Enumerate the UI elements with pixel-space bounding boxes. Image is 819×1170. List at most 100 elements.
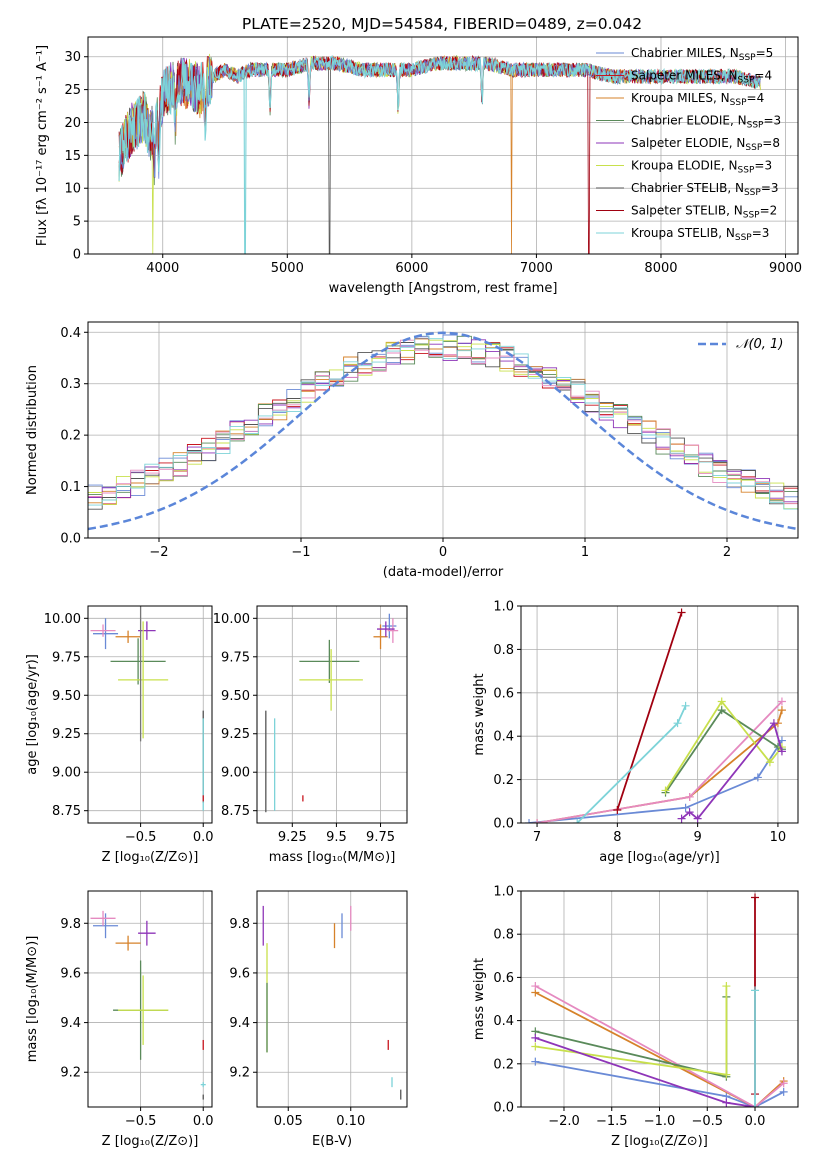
x-tick-label: 4000 — [146, 261, 179, 276]
x-tick-label: 9 — [693, 830, 701, 845]
weight-point-marker — [779, 1079, 788, 1088]
weight-point-marker — [753, 773, 762, 782]
x-tick-label: 0.0 — [193, 830, 214, 845]
weight-series-line — [536, 709, 783, 823]
weight-series-line — [681, 721, 783, 820]
weight-series-line — [535, 1037, 756, 1107]
x-tick-label: −0.5 — [691, 1114, 723, 1129]
plot-area — [118, 53, 761, 254]
y-tick-label: 10.00 — [213, 612, 250, 627]
gridlines — [521, 890, 798, 1108]
x-tick-label: 7 — [533, 830, 541, 845]
y-axis-label: mass [log₁₀(M/M⊙)] — [25, 936, 40, 1063]
weight-series-line — [616, 612, 683, 811]
weight-point-marker — [722, 982, 731, 991]
weight-point-marker — [533, 819, 542, 823]
y-tick-label: 9.75 — [221, 650, 250, 665]
y-tick-label: 9.4 — [60, 1016, 81, 1031]
plot-area — [90, 910, 206, 1100]
legend-label: Chabrier STELIB, NSSP=3 — [631, 181, 779, 198]
weight-point-marker — [693, 814, 702, 823]
x-tick-label: −1 — [291, 545, 310, 560]
x-tick-label: −0.5 — [125, 1114, 157, 1129]
weight-point-marker — [661, 786, 670, 795]
y-tick-label: 8.75 — [221, 804, 250, 819]
legend-label: Kroupa ELODIE, NSSP=3 — [631, 159, 772, 176]
weight-series-line — [664, 708, 783, 794]
y-tick-label: 1.0 — [493, 600, 514, 615]
legend: Chabrier MILES, NSSP=5 Salpeter MILES, NS… — [596, 46, 781, 243]
weight-point-marker — [685, 792, 694, 801]
x-tick-label: 8 — [613, 830, 621, 845]
weight-point-marker — [685, 808, 694, 817]
y-tick-label: 0.8 — [493, 643, 514, 658]
y-tick-label: 9.6 — [60, 966, 81, 981]
weight-point-marker — [751, 893, 760, 902]
y-axis-label: Normed distribution — [25, 365, 40, 495]
axes-spectrum: 4000 5000 6000 7000 8000 9000 0 5 10 15 20 25 30 wave… — [35, 36, 802, 296]
legend-label: Salpeter MILES, NSSP=4 — [631, 69, 772, 86]
x-tick-label: 0 — [439, 545, 447, 560]
y-tick-label: 9.50 — [52, 689, 81, 704]
x-axis-label: Z [log₁₀(Z/Z⊙)] — [611, 1134, 708, 1149]
plot-area — [88, 331, 798, 531]
plot-area — [90, 606, 204, 811]
y-tick-label: 9.75 — [52, 650, 81, 665]
weight-series-line — [535, 1060, 785, 1107]
y-axis-label: age [log₁₀(age/yr)] — [25, 654, 40, 775]
y-tick-label: 20 — [64, 116, 81, 131]
weight-point-marker — [777, 747, 786, 756]
axes-mass_vs_Z: −0.5 0.0 9.2 9.4 9.6 9.8 Z [log₁₀(Z/Z⊙)] mass [… — [25, 890, 214, 1149]
weight-series-line — [534, 985, 785, 1107]
x-axis-label: Z [log₁₀(Z/Z⊙)] — [102, 850, 199, 865]
legend-label: Kroupa STELIB, NSSP=3 — [631, 226, 769, 243]
y-axis-label: Flux [fλ 10⁻¹⁷ erg cm⁻² s⁻¹ A⁻¹] — [35, 45, 50, 246]
weight-point-marker — [531, 1042, 540, 1051]
weight-series-line — [664, 699, 783, 791]
y-tick-label: 10.00 — [44, 612, 81, 627]
legend-label: Salpeter ELODIE, NSSP=8 — [631, 136, 780, 153]
weight-series-line — [536, 700, 783, 823]
y-tick-label: 0.6 — [493, 971, 514, 986]
legend-label: 𝒩(0, 1) — [736, 337, 783, 352]
plot-area — [262, 905, 402, 1100]
spectrum-series-line — [118, 53, 761, 254]
y-tick-label: 0.2 — [493, 773, 514, 788]
axes-age_vs_Z: −0.5 0.0 8.75 9.00 9.25 9.50 9.75 10.00 Z [log₁₀… — [25, 605, 214, 865]
y-tick-label: 0.3 — [60, 377, 81, 392]
weight-point-marker — [777, 706, 786, 715]
weight-point-marker — [681, 803, 690, 812]
y-tick-label: 9.2 — [229, 1066, 250, 1081]
x-tick-label: 0.10 — [336, 1114, 365, 1129]
figure-title: PLATE=2520, MJD=54584, FIBERID=0489, z=0… — [242, 15, 642, 33]
y-tick-label: 9.25 — [52, 727, 81, 742]
y-tick-label: 0.1 — [60, 480, 81, 495]
axes-frame — [520, 605, 799, 824]
weight-point-marker — [751, 1103, 760, 1107]
legend: 𝒩(0, 1) — [698, 337, 783, 352]
weight-point-marker — [779, 1087, 788, 1096]
y-tick-label: 1.0 — [493, 885, 514, 900]
axes-frame — [87, 890, 213, 1108]
legend-label: Salpeter STELIB, NSSP=2 — [631, 204, 777, 221]
x-tick-label: −2 — [149, 545, 168, 560]
x-tick-label: 5000 — [271, 261, 304, 276]
x-tick-label: 10 — [770, 830, 787, 845]
x-tick-label: 2 — [723, 545, 731, 560]
y-tick-label: 0.4 — [493, 730, 514, 745]
y-tick-label: 8.75 — [52, 804, 81, 819]
gridlines — [88, 606, 212, 823]
x-axis-label: wavelength [Angstrom, rest frame] — [329, 281, 558, 296]
plot-area — [525, 608, 786, 823]
x-axis-label: E(B-V) — [312, 1134, 352, 1149]
weight-point-marker — [722, 1070, 731, 1079]
y-tick-label: 0 — [73, 248, 81, 263]
weight-point-marker — [525, 819, 534, 823]
weight-point-marker — [531, 1057, 540, 1066]
plot-area — [531, 893, 788, 1107]
x-axis-label: (data-model)/error — [383, 565, 504, 580]
weight-series-line — [534, 991, 785, 1107]
legend-label: Kroupa MILES, NSSP=4 — [631, 91, 764, 108]
axes-weight_vs_Z: −2.0 −1.5 −1.0 −0.5 0.0 0.0 0.2 0.4 0.6 0.8 1.0 Z [… — [472, 885, 799, 1149]
